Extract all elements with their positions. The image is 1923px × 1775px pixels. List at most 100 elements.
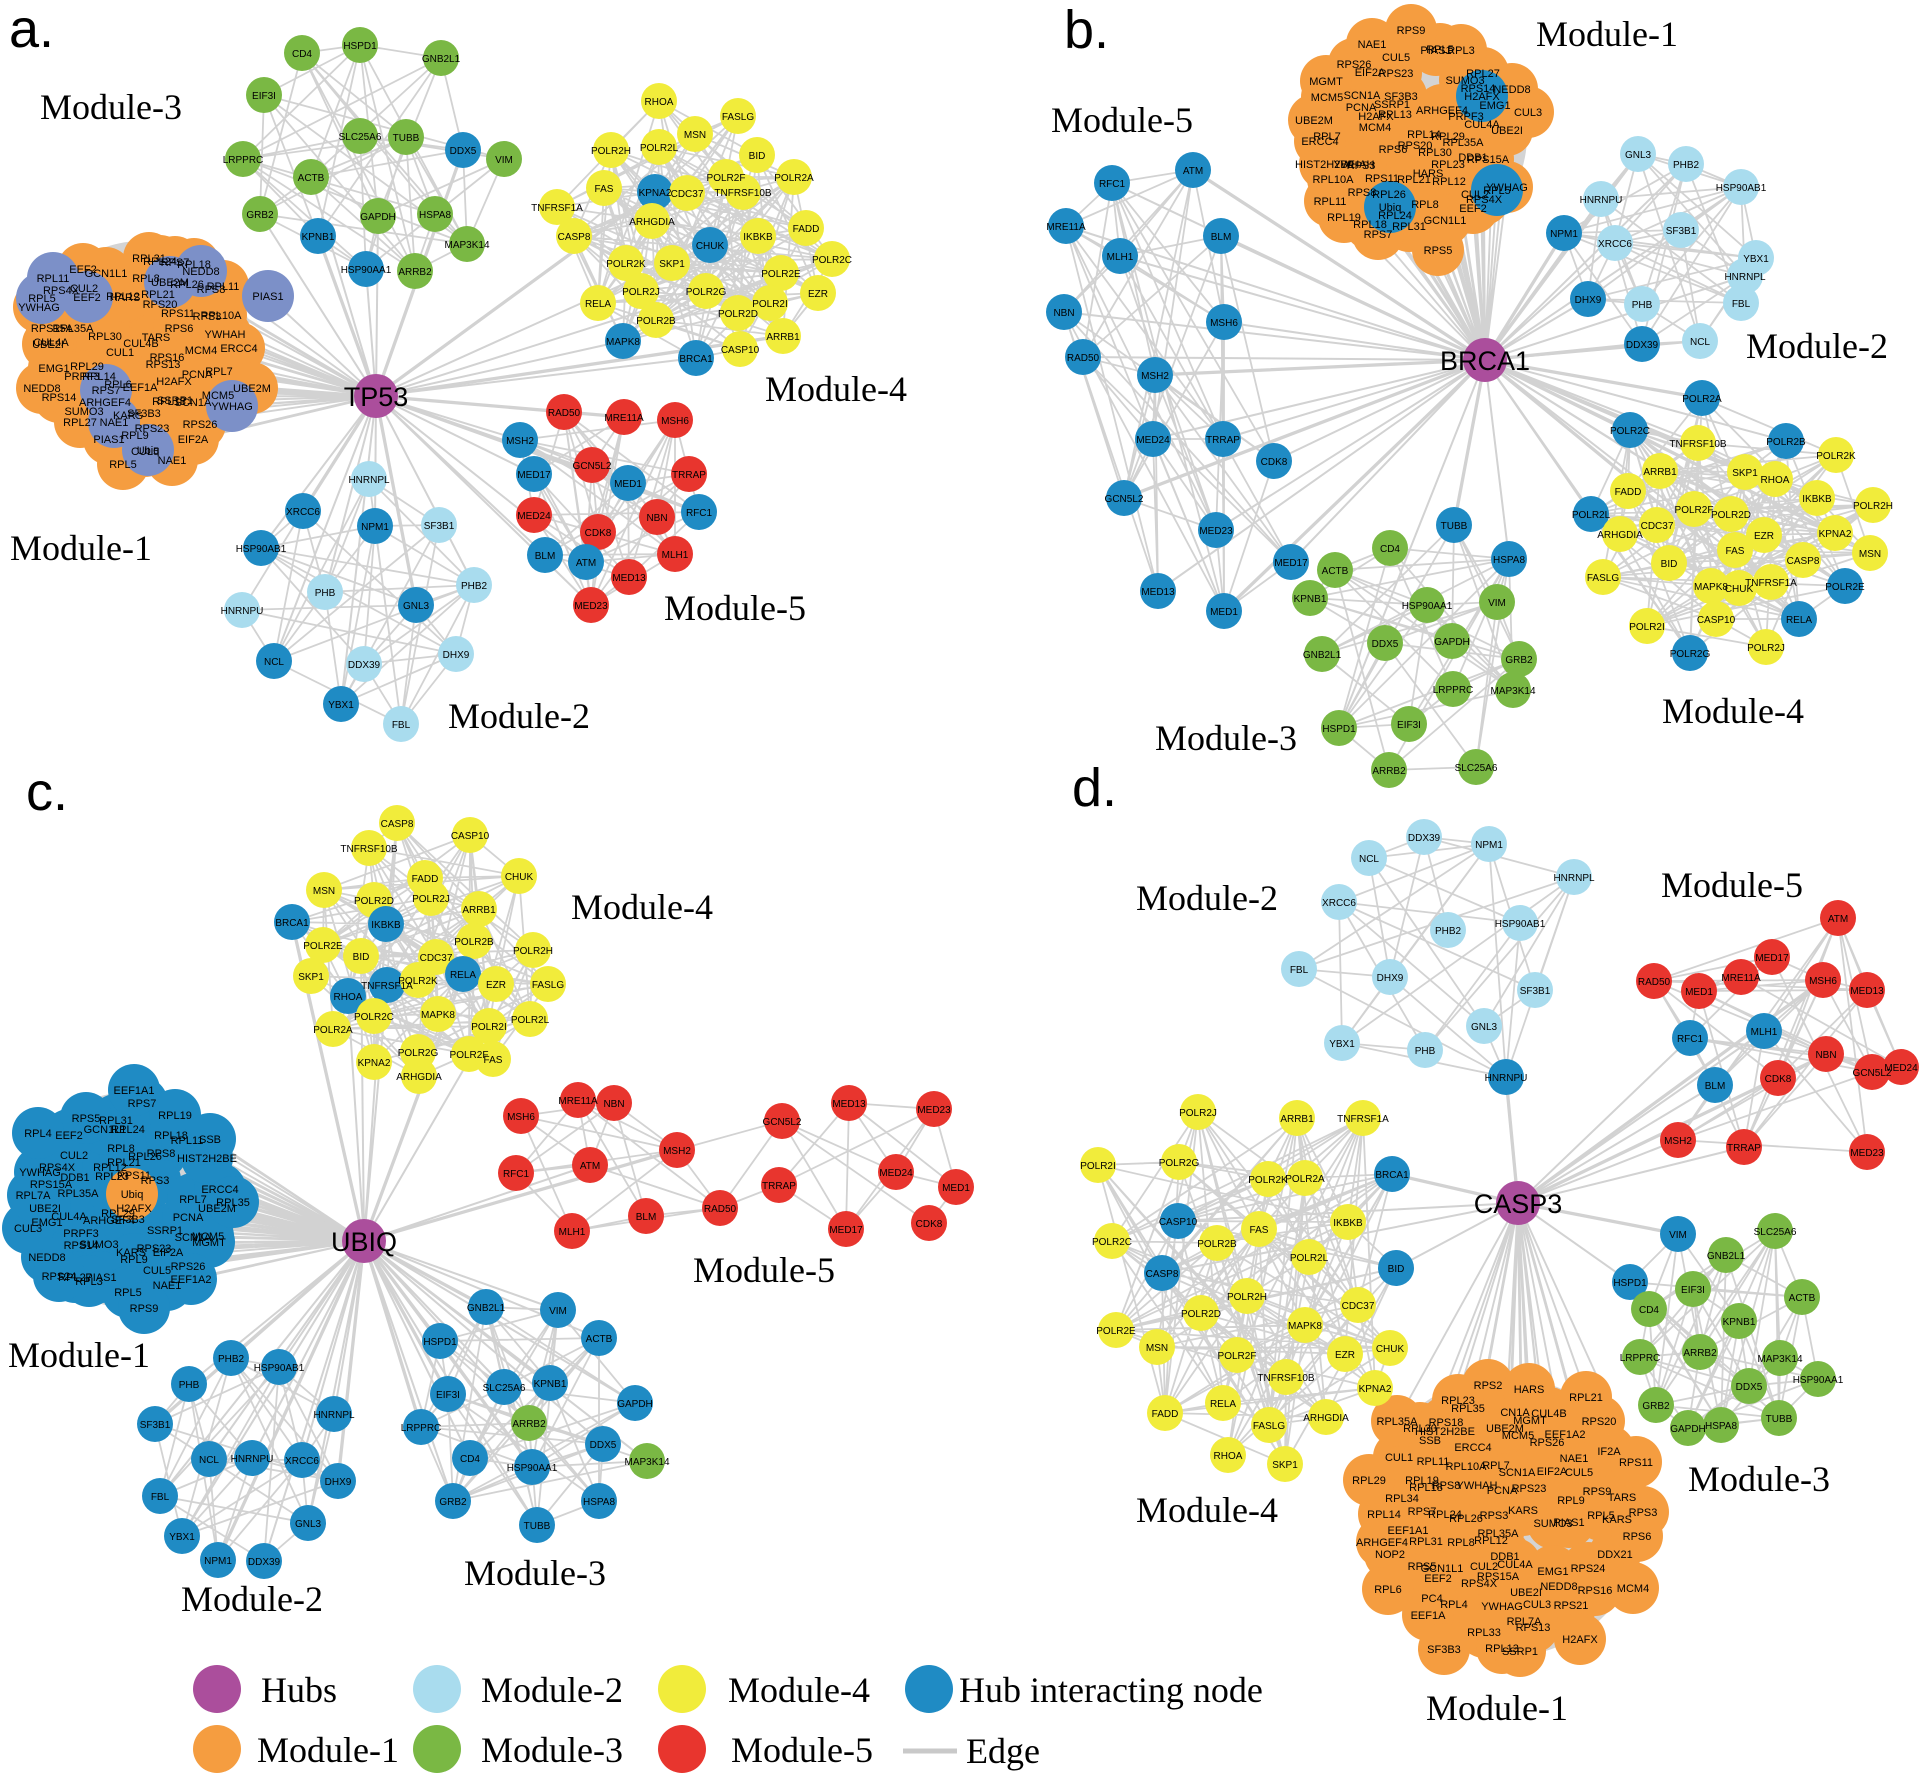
svg-text:CASP8: CASP8: [1787, 556, 1820, 567]
svg-text:MED23: MED23: [917, 1105, 951, 1116]
svg-text:IKBKB: IKBKB: [1333, 1218, 1363, 1229]
svg-text:Module-2: Module-2: [481, 1670, 623, 1710]
svg-text:MED24: MED24: [1136, 435, 1170, 446]
svg-text:SCN1A: SCN1A: [1499, 1467, 1536, 1479]
svg-text:FASLG: FASLG: [1253, 1421, 1285, 1432]
svg-text:FADD: FADD: [1152, 1409, 1179, 1420]
svg-text:TRRAP: TRRAP: [762, 1181, 796, 1192]
svg-text:RPL30: RPL30: [88, 331, 122, 343]
svg-text:EEF1A1: EEF1A1: [114, 1085, 155, 1097]
svg-text:PRPF3: PRPF3: [64, 371, 99, 383]
svg-text:RPL5: RPL5: [1483, 185, 1511, 197]
svg-text:RPL21: RPL21: [1397, 174, 1431, 186]
svg-text:POLR2A: POLR2A: [313, 1025, 353, 1036]
svg-text:POLR2B: POLR2B: [636, 316, 676, 327]
svg-text:RPL13: RPL13: [152, 396, 186, 408]
svg-text:HNRNPL: HNRNPL: [1553, 873, 1595, 884]
svg-text:EEF1A1: EEF1A1: [1388, 1525, 1429, 1537]
svg-text:KARS: KARS: [1508, 1505, 1538, 1517]
svg-text:GCN5L2: GCN5L2: [763, 1117, 802, 1128]
svg-text:RPL26: RPL26: [128, 1151, 162, 1163]
svg-text:RPS26: RPS26: [1530, 1437, 1565, 1449]
svg-text:RPL11: RPL11: [37, 273, 70, 285]
svg-text:HSP90AA1: HSP90AA1: [341, 265, 392, 276]
svg-text:RPL30: RPL30: [1418, 147, 1452, 159]
svg-text:POLR2E: POLR2E: [303, 941, 343, 952]
svg-text:Module-2: Module-2: [181, 1579, 323, 1619]
svg-text:BRCA1: BRCA1: [1440, 346, 1530, 376]
svg-text:FASLG: FASLG: [532, 980, 564, 991]
svg-text:DHX9: DHX9: [1377, 973, 1404, 984]
svg-text:GNB2L1: GNB2L1: [422, 54, 461, 65]
svg-text:Module-1: Module-1: [1426, 1688, 1568, 1728]
svg-text:RPL12: RPL12: [1474, 1535, 1508, 1547]
svg-text:KPNB1: KPNB1: [302, 232, 335, 243]
svg-text:POLR2J: POLR2J: [412, 894, 450, 905]
svg-text:Module-5: Module-5: [731, 1730, 873, 1770]
svg-text:RPS8: RPS8: [1432, 1480, 1461, 1492]
svg-text:RPL3: RPL3: [1447, 45, 1475, 57]
svg-text:FAS: FAS: [1726, 546, 1745, 557]
svg-text:BLM: BLM: [1705, 1081, 1726, 1092]
svg-text:SUMO3: SUMO3: [1533, 1518, 1572, 1530]
svg-text:RPL27: RPL27: [63, 417, 97, 429]
svg-text:RPS14: RPS14: [1461, 83, 1496, 95]
svg-text:TNFRSF10B: TNFRSF10B: [1257, 1373, 1315, 1384]
svg-text:KPNA2: KPNA2: [639, 188, 672, 199]
svg-text:POLR2C: POLR2C: [1092, 1237, 1132, 1248]
svg-text:Module-4: Module-4: [728, 1670, 870, 1710]
svg-text:POLR2G: POLR2G: [1670, 649, 1711, 660]
svg-text:CUL4A: CUL4A: [1464, 119, 1500, 131]
svg-text:RPS7: RPS7: [1408, 1506, 1437, 1518]
svg-text:TNFRSF10B: TNFRSF10B: [340, 844, 398, 855]
svg-text:RPL19: RPL19: [158, 1110, 192, 1122]
svg-text:PRPF3: PRPF3: [63, 1228, 98, 1240]
svg-text:RPL29: RPL29: [70, 361, 104, 373]
svg-text:DHX9: DHX9: [443, 650, 470, 661]
svg-text:MSN: MSN: [313, 886, 335, 897]
svg-text:GNL3: GNL3: [1625, 150, 1652, 161]
svg-text:MED17: MED17: [1274, 558, 1308, 569]
svg-text:MED17: MED17: [1755, 953, 1789, 964]
svg-text:RPL11: RPL11: [1314, 196, 1347, 208]
svg-text:SF3B1: SF3B1: [140, 1420, 171, 1431]
svg-text:FADD: FADD: [793, 224, 820, 235]
svg-text:RPS3: RPS3: [1629, 1507, 1658, 1519]
svg-text:HARS: HARS: [110, 292, 141, 304]
svg-text:RPS20: RPS20: [1582, 1416, 1617, 1428]
svg-text:RPL29: RPL29: [101, 1208, 135, 1220]
svg-text:POLR2A: POLR2A: [1285, 1174, 1325, 1185]
svg-text:RPL23: RPL23: [1431, 159, 1465, 171]
svg-text:HNRNPU: HNRNPU: [231, 1454, 274, 1465]
svg-text:RAD50: RAD50: [548, 408, 581, 419]
svg-text:HSP90AA1: HSP90AA1: [1402, 601, 1453, 612]
svg-text:RPS8: RPS8: [197, 284, 226, 296]
svg-text:ATM: ATM: [1183, 166, 1203, 177]
svg-text:EEF2: EEF2: [1459, 203, 1487, 215]
svg-text:PIAS1: PIAS1: [93, 434, 124, 446]
svg-text:MSN: MSN: [1859, 549, 1881, 560]
svg-text:DDX5: DDX5: [590, 1440, 617, 1451]
svg-text:XRCC6: XRCC6: [286, 507, 320, 518]
svg-text:RPS5: RPS5: [1424, 245, 1453, 257]
svg-text:KPNA2: KPNA2: [358, 1058, 391, 1069]
svg-text:NPM1: NPM1: [1475, 840, 1503, 851]
svg-text:GAPDH: GAPDH: [360, 212, 396, 223]
svg-text:RPL35: RPL35: [1451, 1403, 1485, 1415]
svg-text:RPL7A: RPL7A: [16, 1190, 52, 1202]
svg-text:SCN1A: SCN1A: [1344, 90, 1381, 102]
svg-text:UBE2M: UBE2M: [1486, 1423, 1524, 1435]
svg-text:EMG1: EMG1: [38, 363, 69, 375]
svg-text:FAS: FAS: [484, 1055, 503, 1066]
svg-text:EMG1: EMG1: [1479, 100, 1510, 112]
svg-text:RPL27: RPL27: [1466, 68, 1500, 80]
svg-text:EEF1A2: EEF1A2: [171, 1274, 212, 1286]
svg-text:LRPPRC: LRPPRC: [223, 155, 264, 166]
svg-text:GNL3: GNL3: [1471, 1022, 1498, 1033]
svg-text:MRE11A: MRE11A: [1721, 973, 1761, 984]
svg-text:NAE1: NAE1: [153, 1280, 182, 1292]
svg-text:TRRAP: TRRAP: [1206, 435, 1240, 446]
svg-text:ACTB: ACTB: [298, 173, 325, 184]
svg-text:RPS20: RPS20: [1398, 140, 1433, 152]
svg-text:TNFRSF1A: TNFRSF1A: [531, 203, 583, 214]
